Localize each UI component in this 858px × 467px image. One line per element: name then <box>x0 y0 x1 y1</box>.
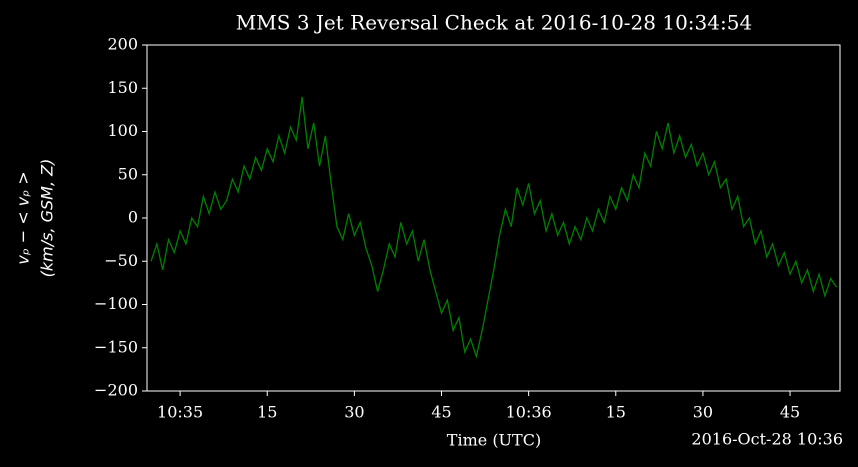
x-tick-label: 45 <box>431 403 451 422</box>
y-tick-label: −50 <box>104 251 138 270</box>
y-tick-label: −150 <box>94 337 138 356</box>
y-tick-label: 50 <box>118 164 138 183</box>
y-axis-label: vₚ − < vₚ > <box>14 171 33 264</box>
x-axis-label: Time (UTC) <box>447 431 541 450</box>
y-tick-label: 200 <box>107 35 138 54</box>
x-tick-label: 10:35 <box>157 403 203 422</box>
x-tick-label: 30 <box>344 403 364 422</box>
plot-frame <box>146 44 841 392</box>
x-tick-label: 30 <box>693 403 713 422</box>
data-line <box>150 96 838 359</box>
x-tick-label: 45 <box>780 403 800 422</box>
y-tick-label: −200 <box>94 381 138 400</box>
y-axis-label: (km/s, GSM, Z) <box>38 159 57 278</box>
x-tick-label: 10:36 <box>506 403 552 422</box>
y-tick-label: 0 <box>128 208 138 227</box>
chart-title: MMS 3 Jet Reversal Check at 2016-10-28 1… <box>236 11 752 35</box>
x-tick-label: 15 <box>606 403 626 422</box>
y-tick-label: 150 <box>107 78 138 97</box>
y-tick-label: −100 <box>94 294 138 313</box>
y-tick-label: 100 <box>107 121 138 140</box>
date-label: 2016-Oct-28 10:36 <box>691 430 843 449</box>
x-tick-label: 15 <box>257 403 277 422</box>
